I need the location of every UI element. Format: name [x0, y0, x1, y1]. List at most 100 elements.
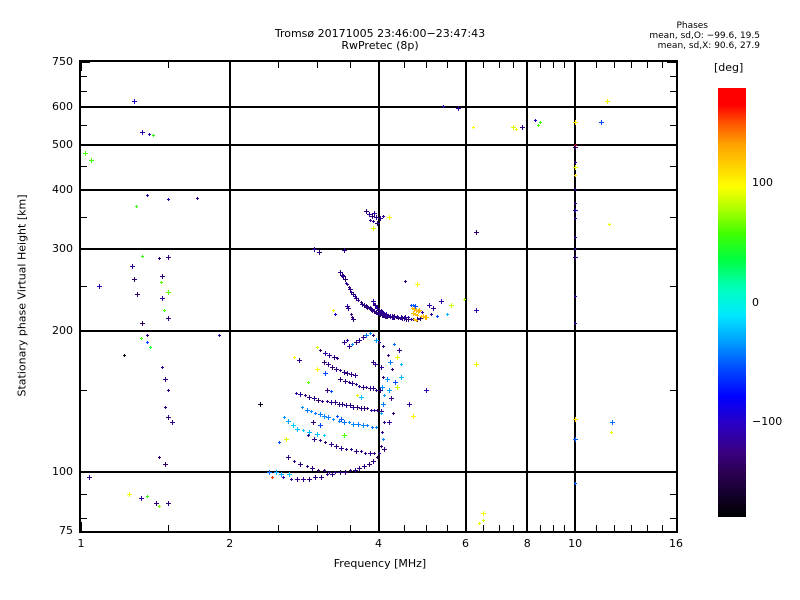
scatter-point — [359, 340, 360, 341]
scatter-point — [342, 404, 343, 405]
scatter-point — [356, 342, 357, 343]
scatter-point — [395, 382, 396, 383]
scatter-point — [328, 417, 329, 418]
scatter-point — [137, 294, 138, 295]
x-axis-tick — [553, 525, 554, 531]
scatter-point — [365, 453, 366, 454]
scatter-point — [381, 413, 382, 414]
scatter-point — [344, 422, 345, 423]
scatter-point — [329, 472, 330, 473]
scatter-point — [99, 286, 100, 287]
scatter-point — [376, 217, 377, 218]
x-axis-tick — [483, 525, 484, 531]
scatter-point — [607, 101, 608, 102]
x-axis-tick — [168, 62, 169, 68]
scatter-point — [339, 421, 340, 422]
scatter-point — [575, 419, 576, 420]
x-axis-tick — [447, 525, 448, 531]
scatter-point — [464, 299, 465, 300]
scatter-point — [476, 232, 477, 233]
scatter-point — [297, 479, 298, 480]
scatter-point — [325, 442, 326, 443]
scatter-point — [281, 474, 282, 475]
scatter-point — [415, 306, 416, 307]
plot-area[interactable] — [79, 60, 678, 533]
gridline-vertical — [465, 62, 467, 531]
x-axis-tick — [426, 62, 427, 68]
scatter-point — [308, 435, 309, 436]
colorbar-unit-label: [deg] — [714, 62, 743, 73]
scatter-point — [302, 407, 303, 408]
scatter-point — [371, 410, 372, 411]
scatter-point — [288, 421, 289, 422]
scatter-point — [483, 520, 484, 521]
scatter-point — [134, 101, 135, 102]
scatter-point — [429, 305, 430, 306]
scatter-point — [347, 284, 348, 285]
scatter-point — [161, 282, 162, 283]
x-axis-tick — [168, 525, 169, 531]
scatter-point — [322, 401, 323, 402]
scatter-point — [437, 316, 438, 317]
scatter-point — [383, 404, 384, 405]
scatter-point — [142, 256, 143, 257]
scatter-point — [312, 468, 313, 469]
x-axis-tick — [614, 62, 615, 68]
scatter-point — [165, 379, 166, 380]
scatter-point — [575, 147, 576, 148]
scatter-point — [364, 466, 365, 467]
scatter-point — [355, 375, 356, 376]
scatter-point — [320, 425, 321, 426]
scatter-point — [141, 498, 142, 499]
x-axis-tick — [81, 522, 82, 531]
scatter-point — [332, 367, 333, 368]
scatter-point — [575, 237, 576, 238]
scatter-point — [335, 314, 336, 315]
scatter-point — [538, 125, 539, 126]
scatter-point — [325, 373, 326, 374]
colorbar[interactable] — [718, 88, 746, 517]
scatter-point — [476, 310, 477, 311]
scatter-point — [355, 470, 356, 471]
x-axis-tick — [81, 62, 82, 71]
scatter-point — [333, 419, 334, 420]
y-axis-tick — [81, 107, 90, 108]
y-axis-tick — [81, 190, 90, 191]
scatter-point — [159, 457, 160, 458]
x-tick-label: 8 — [507, 538, 547, 549]
scatter-point — [364, 408, 365, 409]
scatter-point — [327, 390, 328, 391]
scatter-point — [347, 373, 348, 374]
scatter-point — [353, 407, 354, 408]
x-tick-label: 2 — [210, 538, 250, 549]
x-axis-tick — [662, 62, 663, 68]
scatter-point — [340, 370, 341, 371]
x-axis-tick — [499, 62, 500, 68]
scatter-point — [540, 122, 541, 123]
x-axis-tick — [466, 62, 467, 71]
gridline-vertical — [526, 62, 528, 531]
x-axis-tick — [647, 62, 648, 68]
scatter-point — [422, 312, 423, 313]
scatter-point — [168, 390, 169, 391]
scatter-point — [351, 292, 352, 293]
scatter-point — [601, 122, 602, 123]
scatter-point — [149, 134, 150, 135]
y-axis-tick — [81, 331, 90, 332]
x-tick-label: 4 — [359, 538, 399, 549]
scatter-point — [142, 132, 143, 133]
scatter-point — [309, 432, 310, 433]
scatter-point — [381, 446, 382, 447]
scatter-point — [419, 310, 420, 311]
scatter-point — [363, 387, 364, 388]
scatter-point — [535, 120, 536, 121]
scatter-point — [153, 135, 154, 136]
scatter-point — [374, 410, 375, 411]
scatter-point — [397, 316, 398, 317]
scatter-point — [325, 353, 326, 354]
scatter-point — [335, 402, 336, 403]
scatter-point — [345, 279, 346, 280]
scatter-point — [380, 218, 381, 219]
scatter-point — [293, 425, 294, 426]
x-axis-tick — [278, 62, 279, 68]
